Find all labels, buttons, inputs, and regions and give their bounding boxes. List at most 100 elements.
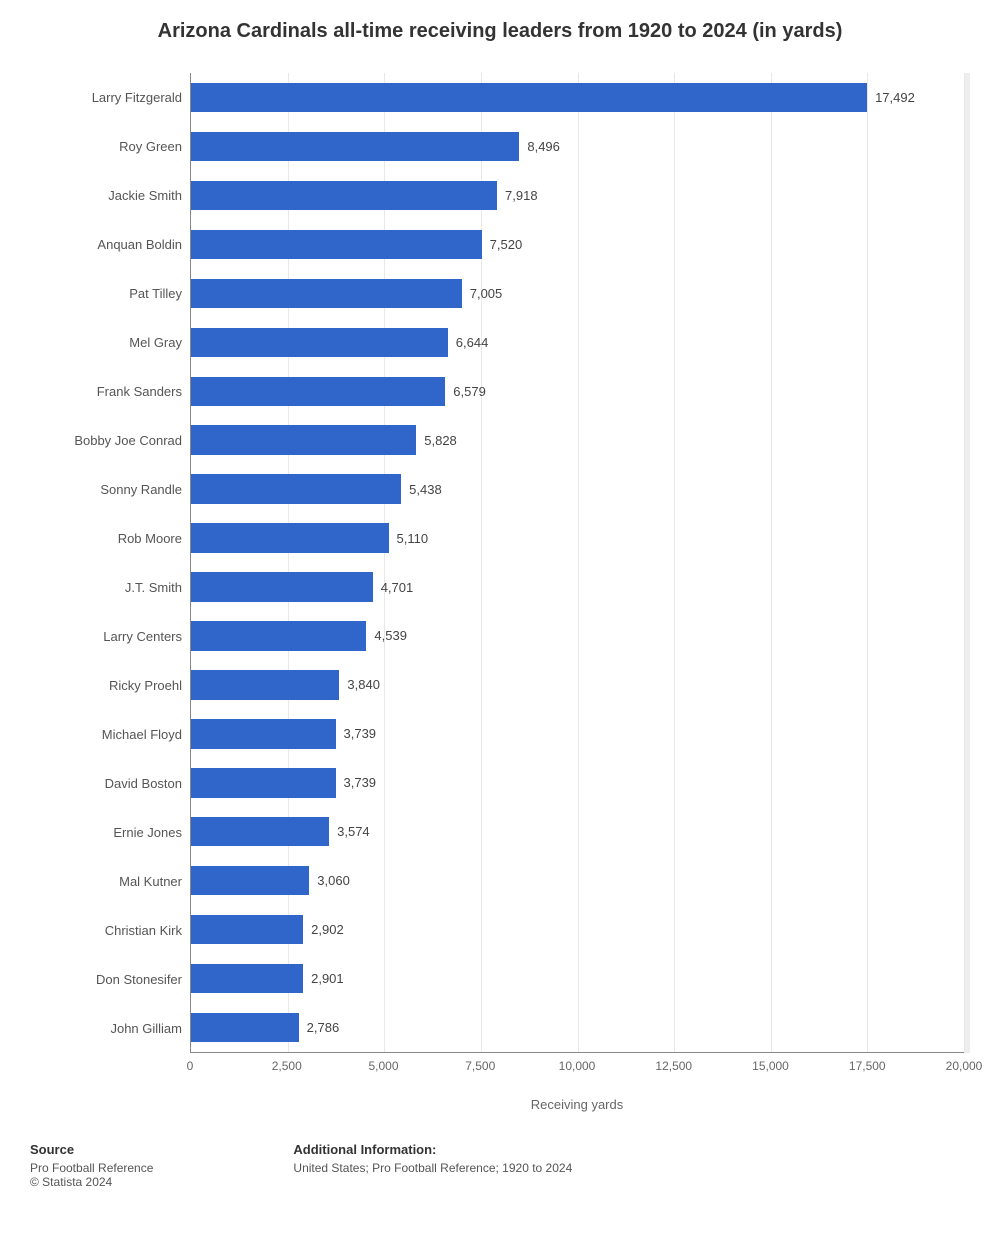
bar-row: 7,918	[191, 171, 964, 220]
bar-row: 7,005	[191, 269, 964, 318]
x-tick-label: 12,500	[655, 1059, 692, 1073]
bar-row: 3,840	[191, 660, 964, 709]
y-axis-label: Ernie Jones	[30, 808, 182, 857]
x-axis-title: Receiving yards	[190, 1097, 964, 1112]
additional-info-header: Additional Information:	[293, 1142, 572, 1157]
x-axis: 0 2,500 5,000 7,500 10,000 12,500 15,000 17,500…	[30, 1053, 970, 1093]
bar-row: 4,539	[191, 611, 964, 660]
bar-row: 2,902	[191, 905, 964, 954]
bar	[191, 132, 519, 161]
bars: 17,492 8,496 7,918 7,520 7,005 6,644 6,579 5,82…	[191, 73, 964, 1052]
bar-value-label: 7,520	[490, 237, 523, 252]
bar-value-label: 3,574	[337, 824, 370, 839]
bar-row: 5,438	[191, 465, 964, 514]
y-axis-label: Rob Moore	[30, 514, 182, 563]
bar	[191, 279, 462, 308]
bar	[191, 817, 329, 846]
bar-row: 5,828	[191, 416, 964, 465]
additional-info-block: Additional Information: United States; P…	[293, 1142, 572, 1189]
bar	[191, 83, 867, 112]
bar	[191, 719, 336, 748]
bar-value-label: 7,918	[505, 188, 538, 203]
bar	[191, 377, 445, 406]
bar-value-label: 2,901	[311, 971, 344, 986]
bar	[191, 328, 448, 357]
bar-row: 3,574	[191, 807, 964, 856]
bar-value-label: 5,828	[424, 433, 457, 448]
y-axis-label: Don Stonesifer	[30, 955, 182, 1004]
bar	[191, 621, 366, 650]
y-axis-label: Larry Centers	[30, 612, 182, 661]
bar-row: 3,739	[191, 709, 964, 758]
bar-value-label: 3,840	[347, 677, 380, 692]
plot-area: 17,492 8,496 7,918 7,520 7,005 6,644 6,579 5,82…	[190, 73, 964, 1053]
x-tick-label: 20,000	[946, 1059, 983, 1073]
y-axis-label: J.T. Smith	[30, 563, 182, 612]
bar-value-label: 2,902	[311, 922, 344, 937]
bar-value-label: 8,496	[527, 139, 560, 154]
bar-row: 3,060	[191, 856, 964, 905]
source-line-2: © Statista 2024	[30, 1175, 153, 1189]
bar-row: 2,901	[191, 954, 964, 1003]
y-axis-label: Mal Kutner	[30, 857, 182, 906]
x-tick-label: 0	[187, 1059, 194, 1073]
bar-row: 7,520	[191, 220, 964, 269]
x-axis-spacer	[30, 1053, 190, 1093]
x-tick-label: 5,000	[368, 1059, 398, 1073]
bar-row: 6,579	[191, 367, 964, 416]
y-axis-label: Sonny Randle	[30, 465, 182, 514]
bar	[191, 474, 401, 503]
x-tick-label: 15,000	[752, 1059, 789, 1073]
bar	[191, 768, 336, 797]
bar	[191, 572, 373, 601]
y-axis-label: Larry Fitzgerald	[30, 73, 182, 122]
bar-value-label: 3,739	[344, 775, 377, 790]
bar	[191, 866, 309, 895]
y-axis-label: John Gilliam	[30, 1004, 182, 1053]
bar-row: 6,644	[191, 318, 964, 367]
y-axis-label: Ricky Proehl	[30, 661, 182, 710]
y-axis-label: Roy Green	[30, 122, 182, 171]
bar-value-label: 4,539	[374, 628, 407, 643]
bar-row: 4,701	[191, 563, 964, 612]
bar-row: 3,739	[191, 758, 964, 807]
bar-value-label: 2,786	[307, 1020, 340, 1035]
x-axis-title-row: Receiving yards	[30, 1093, 970, 1112]
bar-row: 8,496	[191, 122, 964, 171]
y-axis-label: Mel Gray	[30, 318, 182, 367]
bar-value-label: 3,739	[344, 726, 377, 741]
y-axis-label: Christian Kirk	[30, 906, 182, 955]
source-block: Source Pro Football Reference © Statista…	[30, 1142, 153, 1189]
chart-title: Arizona Cardinals all-time receiving lea…	[30, 20, 970, 43]
x-tick-label: 7,500	[465, 1059, 495, 1073]
x-title-right-pad	[964, 1093, 970, 1112]
footer: Source Pro Football Reference © Statista…	[30, 1142, 970, 1189]
bar-value-label: 6,644	[456, 335, 489, 350]
x-tick-label: 2,500	[272, 1059, 302, 1073]
x-axis-labels: 0 2,500 5,000 7,500 10,000 12,500 15,000 17,500…	[190, 1053, 964, 1093]
x-tick-label: 17,500	[849, 1059, 886, 1073]
bar	[191, 964, 303, 993]
bar-row: 2,786	[191, 1003, 964, 1052]
bar-value-label: 5,110	[397, 531, 429, 546]
bar	[191, 425, 416, 454]
bar-value-label: 4,701	[381, 580, 414, 595]
source-line-1: Pro Football Reference	[30, 1161, 153, 1175]
x-tick-label: 10,000	[559, 1059, 596, 1073]
y-axis-label: Pat Tilley	[30, 269, 182, 318]
bar	[191, 915, 303, 944]
y-axis-labels: Larry FitzgeraldRoy GreenJackie SmithAnq…	[30, 73, 190, 1053]
right-border-stub	[964, 73, 970, 1053]
bar	[191, 523, 389, 552]
bar	[191, 670, 339, 699]
bar-value-label: 17,492	[875, 90, 915, 105]
bar	[191, 230, 482, 259]
bar	[191, 1013, 299, 1042]
y-axis-label: David Boston	[30, 759, 182, 808]
y-axis-label: Jackie Smith	[30, 171, 182, 220]
bar-value-label: 6,579	[453, 384, 486, 399]
additional-info-line: United States; Pro Football Reference; 1…	[293, 1161, 572, 1175]
bar	[191, 181, 497, 210]
bar-value-label: 7,005	[470, 286, 503, 301]
bar-row: 17,492	[191, 73, 964, 122]
